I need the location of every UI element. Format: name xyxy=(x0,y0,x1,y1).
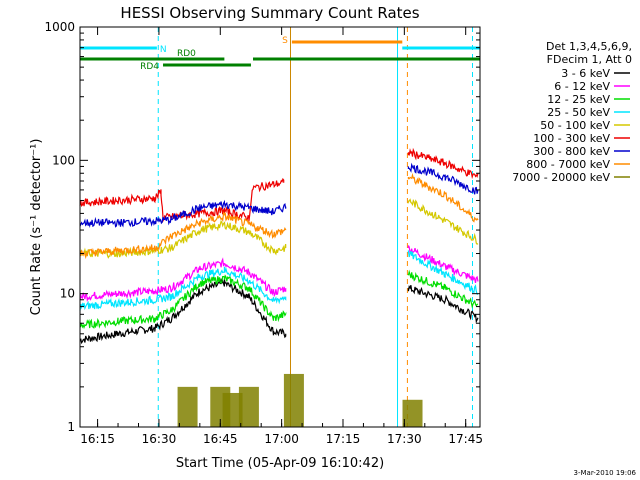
series-line-3-6-kev xyxy=(79,277,479,345)
y-tick-label-1: 10 xyxy=(60,287,75,301)
x-tick-label-3: 17:00 xyxy=(264,432,299,446)
x-tick-label-4: 17:15 xyxy=(326,432,361,446)
flag-label-rd4: RD4 xyxy=(140,62,159,72)
plot-frame xyxy=(79,26,481,428)
y-axis: 1 10 100 1000 xyxy=(44,20,480,434)
plot-area xyxy=(157,27,474,427)
legend-label-3: 25 - 50 keV xyxy=(547,106,610,119)
series-7000-20000-kev-block-3 xyxy=(238,386,259,427)
legend-label-8: 7000 - 20000 keV xyxy=(512,171,610,184)
y-axis-label: Count Rate (s⁻¹ detector⁻¹) xyxy=(29,139,44,316)
chart-title: HESSI Observing Summary Count Rates xyxy=(120,4,419,22)
series-line-800-7000-kev xyxy=(79,172,479,260)
x-tick-label-1: 16:30 xyxy=(142,432,177,446)
x-tick-label-0: 16:15 xyxy=(80,432,115,446)
series-7000-20000-kev-block-2 xyxy=(222,392,243,427)
series-7000-20000-kev-block-4 xyxy=(283,373,304,427)
series-line-25-50-kev xyxy=(79,250,479,311)
x-tick-label-2: 16:45 xyxy=(203,432,238,446)
flags-layer: N S RD0 RD4 xyxy=(80,36,480,72)
legend-label-0: 3 - 6 keV xyxy=(561,67,610,80)
legend-header-0: Det 1,3,4,5,6,9, xyxy=(546,40,632,53)
x-tick-label-5: 17:30 xyxy=(387,432,422,446)
series-7000-20000-kev-block-5 xyxy=(402,399,423,427)
footer-date: 3-Mar-2010 19:06 xyxy=(574,469,637,477)
y-tick-label-0: 1 xyxy=(67,420,75,434)
series-layer xyxy=(79,147,479,427)
legend-label-7: 800 - 7000 keV xyxy=(526,158,610,171)
y-tick-label-3: 1000 xyxy=(44,20,75,34)
series-line-50-100-kev xyxy=(79,198,479,259)
series-line-12-25-kev xyxy=(79,269,479,330)
legend: Det 1,3,4,5,6,9,FDecim 1, Att 03 - 6 keV… xyxy=(512,40,632,184)
flag-label-s: S xyxy=(282,36,288,46)
series-line-6-12-kev xyxy=(79,245,479,303)
legend-header-1: FDecim 1, Att 0 xyxy=(547,53,632,66)
x-axis: 16:15 16:30 16:45 17:00 17:15 17:30 17:45 xyxy=(80,27,483,446)
legend-label-2: 12 - 25 keV xyxy=(547,93,610,106)
series-line-300-800-kev xyxy=(79,162,479,229)
flag-label-rd0: RD0 xyxy=(177,49,196,59)
legend-label-6: 300 - 800 keV xyxy=(533,145,610,158)
legend-label-1: 6 - 12 keV xyxy=(554,80,610,93)
series-7000-20000-kev-block-0 xyxy=(177,386,198,427)
y-tick-label-2: 100 xyxy=(52,153,75,167)
x-tick-label-6: 17:45 xyxy=(448,432,483,446)
series-line-100-300-kev xyxy=(79,147,479,224)
legend-label-5: 100 - 300 keV xyxy=(533,132,610,145)
legend-label-4: 50 - 100 keV xyxy=(540,119,610,132)
x-axis-label: Start Time (05-Apr-09 16:10:42) xyxy=(176,456,384,471)
flag-label-n: N xyxy=(160,45,167,55)
